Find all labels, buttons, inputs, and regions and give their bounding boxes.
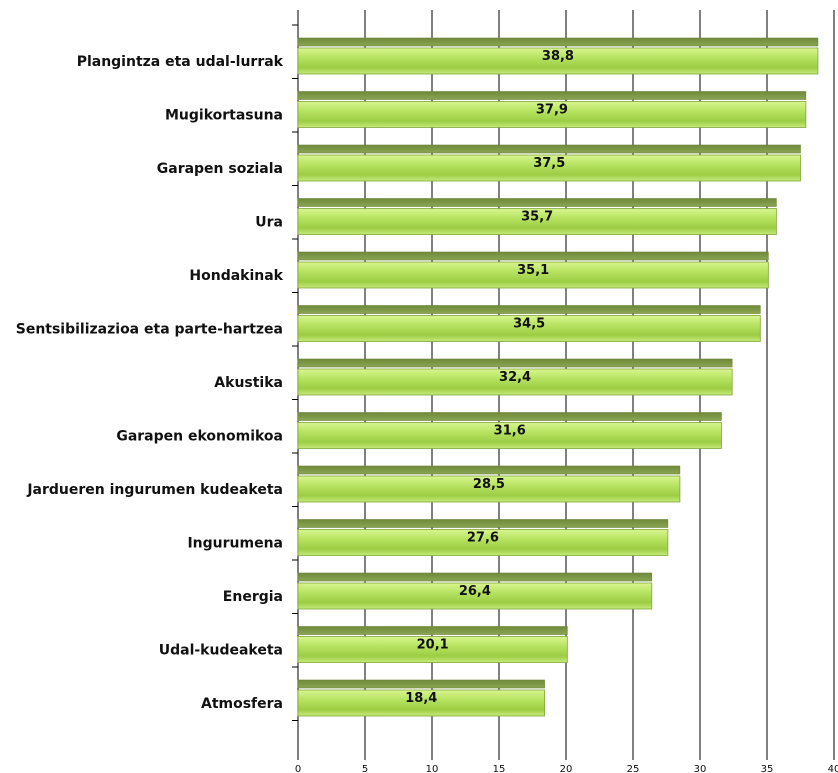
x-tick-label: 10 xyxy=(426,764,439,773)
bar-top xyxy=(297,572,653,582)
value-label: 27,6 xyxy=(467,531,499,546)
category-label: Akustika xyxy=(214,375,283,391)
value-label: 20,1 xyxy=(417,638,449,653)
category-label: Garapen soziala xyxy=(157,161,283,177)
category-label: Hondakinak xyxy=(189,268,283,284)
x-tick-label: 25 xyxy=(627,764,640,773)
x-tick-label: 20 xyxy=(560,764,573,773)
category-label: Energia xyxy=(223,589,283,605)
value-label: 34,5 xyxy=(513,317,545,332)
bar xyxy=(297,689,545,717)
category-label: Garapen ekonomikoa xyxy=(116,429,283,445)
value-label: 31,6 xyxy=(494,424,526,439)
bar-top xyxy=(297,198,777,207)
bar xyxy=(297,582,653,610)
bar xyxy=(297,315,761,342)
value-label: 26,4 xyxy=(459,584,491,599)
bar xyxy=(297,261,769,289)
bar xyxy=(297,47,819,75)
bar xyxy=(297,101,807,128)
bars xyxy=(297,37,819,717)
category-label: Jardueren ingurumen kudeaketa xyxy=(26,482,283,498)
bar xyxy=(297,368,733,396)
bar-top xyxy=(297,91,807,100)
category-label: Plangintza eta udal-lurrak xyxy=(77,54,284,70)
bar-top xyxy=(297,519,669,528)
category-label: Mugikortasuna xyxy=(165,108,283,124)
bar xyxy=(297,422,722,449)
x-tick-label: 40 xyxy=(828,764,838,773)
bar-top xyxy=(297,412,722,421)
x-tick-label: 0 xyxy=(295,764,301,773)
bar-top xyxy=(297,305,761,314)
bar xyxy=(297,475,681,503)
bar xyxy=(297,154,801,182)
bar xyxy=(297,636,568,663)
bar-top xyxy=(297,251,769,261)
category-label: Ura xyxy=(255,215,283,231)
category-label: Ingurumena xyxy=(187,536,283,552)
category-label: Atmosfera xyxy=(201,696,283,712)
category-label: Sentsibilizazioa eta parte-hartzea xyxy=(16,322,283,338)
value-label: 18,4 xyxy=(405,691,437,706)
bar xyxy=(297,529,669,556)
x-axis-ticks: 0 5 10 15 20 25 30 35 40 xyxy=(295,764,838,773)
value-label: 28,5 xyxy=(473,477,505,492)
bar xyxy=(297,208,777,235)
value-label: 38,8 xyxy=(542,49,574,64)
category-labels: Plangintza eta udal-lurrak Mugikortasuna G… xyxy=(16,54,284,712)
x-tick-label: 5 xyxy=(362,764,368,773)
bar-top xyxy=(297,679,545,689)
bar-top xyxy=(297,626,568,635)
value-label: 32,4 xyxy=(499,370,531,385)
value-label: 37,9 xyxy=(536,103,568,118)
bar-top xyxy=(297,144,801,154)
category-label: Udal-kudeaketa xyxy=(159,643,283,659)
x-tick-label: 35 xyxy=(761,764,774,773)
value-labels: 38,8 37,9 37,5 35,7 35,1 34,5 32,4 31,6 28,5 27,6… xyxy=(405,49,574,706)
bar-top xyxy=(297,358,733,368)
x-tick-label: 15 xyxy=(493,764,506,773)
value-label: 35,1 xyxy=(517,263,549,278)
bar-top xyxy=(297,465,681,475)
value-label: 35,7 xyxy=(521,210,553,225)
x-tick-label: 30 xyxy=(694,764,707,773)
value-label: 37,5 xyxy=(533,156,565,171)
bar-top xyxy=(297,37,819,47)
